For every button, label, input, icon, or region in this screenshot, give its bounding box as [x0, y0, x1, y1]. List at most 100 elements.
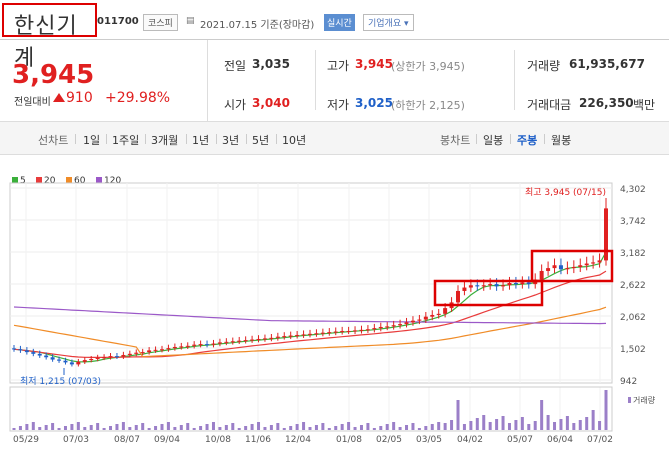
volume-bar: [520, 417, 524, 430]
candle-body: [346, 330, 351, 332]
tab-daily[interactable]: 일봉: [483, 134, 504, 147]
candle-body: [198, 344, 203, 346]
axes: 4,302 3,742 3,182 2,622 2,062 1,502 942 05/29 07…: [13, 185, 646, 445]
volume-bar: [237, 428, 241, 430]
open-label: 시가: [224, 98, 247, 112]
low-note: (하한가 2,125): [391, 99, 465, 112]
volume-bar: [353, 427, 357, 430]
divider: [207, 40, 208, 121]
candle-body: [127, 353, 132, 355]
divider: [510, 134, 511, 144]
candle-body: [31, 352, 36, 354]
volume-bar: [482, 415, 486, 430]
volume-bar: [475, 418, 479, 430]
candle-body: [69, 362, 74, 365]
volume-bar: [559, 419, 563, 430]
tab-1year[interactable]: 1년: [192, 134, 210, 147]
volume-bar: [572, 423, 576, 430]
change-label: 전일대비: [14, 97, 51, 108]
high-label: 고가: [327, 59, 350, 73]
volume-bar: [205, 424, 209, 430]
candle-body: [295, 334, 300, 336]
ma-line: [13, 306, 607, 325]
amount-value: 226,350: [579, 96, 634, 110]
volume-bar: [456, 400, 460, 430]
company-info-dropdown[interactable]: 기업개요 ▾: [363, 14, 414, 31]
realtime-button[interactable]: 실시간: [324, 14, 355, 31]
volume-bar: [57, 428, 61, 430]
legend-label: 120: [104, 176, 121, 186]
candle-body: [108, 356, 113, 358]
candle-body: [417, 319, 422, 321]
volume-bar: [469, 421, 473, 430]
volume-bar: [565, 416, 569, 430]
candle-body: [18, 349, 23, 351]
legend-swatch: [66, 177, 72, 183]
tab-3months[interactable]: 3개월: [151, 134, 179, 147]
volume-bar: [269, 425, 273, 430]
stock-name-highlight: 한신기계: [2, 3, 97, 71]
volume-bar: [430, 424, 434, 430]
tab-3years[interactable]: 3년: [222, 134, 240, 147]
candle-body: [217, 342, 222, 344]
volume-bar: [308, 427, 312, 430]
volume-bar: [514, 420, 518, 430]
volume-bar: [392, 422, 396, 430]
candle-body: [565, 268, 570, 270]
volume-bar: [76, 422, 80, 430]
candle-body: [185, 345, 190, 347]
tab-1week[interactable]: 1주일: [112, 134, 140, 147]
volume-bar: [18, 426, 22, 430]
volume-bar: [192, 428, 196, 430]
volume-bar: [450, 420, 454, 430]
stock-code: 011700: [97, 16, 139, 27]
volume-bar: [25, 424, 29, 430]
volume-bar: [578, 420, 582, 430]
volume-bar: [295, 424, 299, 430]
candle-body: [134, 352, 139, 354]
candle-body: [333, 331, 338, 333]
calendar-icon: ▤: [186, 16, 195, 26]
candle-body: [24, 350, 29, 353]
volume-bar: [282, 428, 286, 430]
tab-5years[interactable]: 5년: [252, 134, 270, 147]
candle-body: [237, 340, 242, 342]
volume-bar: [186, 423, 190, 430]
tab-1day[interactable]: 1일: [83, 134, 101, 147]
volume-bar: [63, 426, 67, 430]
volume-legend-swatch: [628, 397, 631, 403]
chart-svg[interactable]: 5 20 60 120 최고 3,945 (07/15) 최저 1,215 (07/03…: [0, 155, 669, 455]
candle-body: [501, 285, 506, 287]
volume-bars: 거래량: [9, 386, 656, 432]
candle-body: [340, 330, 345, 332]
candle-body: [456, 290, 460, 303]
legend-swatch: [12, 177, 18, 183]
low-label: 저가: [327, 98, 350, 112]
divider: [544, 134, 545, 144]
annotations: 최고 3,945 (07/15) 최저 1,215 (07/03): [20, 187, 607, 387]
volume-bar: [327, 428, 331, 430]
price-chart[interactable]: 5 20 60 120 최고 3,945 (07/15) 최저 1,215 (07/03…: [0, 155, 669, 455]
candle-body: [385, 326, 390, 328]
tab-10years[interactable]: 10년: [282, 134, 307, 147]
x-tick-label: 07/03: [63, 435, 89, 445]
candle-body: [121, 354, 126, 357]
volume-bar: [96, 423, 100, 430]
candle-body: [526, 282, 531, 285]
volume-bar: [501, 416, 505, 430]
volume-bar: [372, 428, 376, 430]
candle-body: [584, 263, 589, 266]
candle-body: [436, 313, 441, 315]
tab-weekly[interactable]: 주봉: [517, 134, 538, 147]
volume-bar: [147, 428, 151, 430]
volume-value: 61,935,677: [569, 57, 645, 71]
volume-bar: [51, 423, 55, 430]
candle-body: [443, 308, 448, 314]
candle-body: [314, 333, 319, 335]
candle-body: [12, 348, 16, 350]
volume-bar: [321, 423, 325, 430]
volume-bar: [231, 423, 235, 430]
volume-bar: [31, 422, 35, 430]
volume-bar: [109, 426, 113, 430]
tab-monthly[interactable]: 월봉: [551, 134, 572, 147]
